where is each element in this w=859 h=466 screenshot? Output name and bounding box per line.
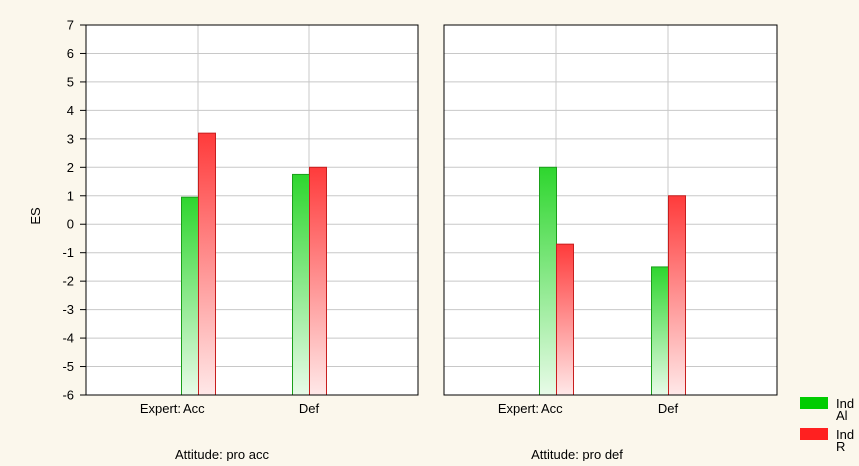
bar-series-2-acc xyxy=(198,132,216,396)
bar-series-1-def xyxy=(651,266,669,396)
x-tick-label: Acc xyxy=(183,401,205,416)
legend-label: Al xyxy=(836,408,848,423)
y-tick-label: -4 xyxy=(62,331,74,346)
panel-label: Attitude: pro def xyxy=(531,447,623,461)
y-tick-label: 2 xyxy=(67,160,74,175)
x-tick-label: Def xyxy=(299,401,320,416)
y-tick-label: 4 xyxy=(67,103,74,118)
bar-series-2-def xyxy=(668,195,686,396)
plot-frame xyxy=(443,24,778,396)
y-tick-label: -2 xyxy=(62,274,74,289)
legend-label: R xyxy=(836,439,845,454)
legend-label: Ind xyxy=(836,396,854,411)
y-tick-label: 1 xyxy=(67,188,74,203)
panel-label: Attitude: pro acc xyxy=(175,447,269,461)
x-group-prefix-label: Expert: xyxy=(140,401,181,416)
x-group-prefix-label: Expert: xyxy=(498,401,539,416)
plot-frame xyxy=(85,24,419,396)
legend-label: Ind xyxy=(836,427,854,442)
y-tick-label: 3 xyxy=(67,131,74,146)
y-tick-label: -5 xyxy=(62,359,74,374)
bar-series-1-acc xyxy=(539,166,557,396)
bar-series-1-acc xyxy=(181,196,199,396)
y-tick-label: 0 xyxy=(67,217,74,232)
y-tick-label: -6 xyxy=(62,388,74,403)
y-tick-label: -1 xyxy=(62,245,74,260)
y-tick-label: 5 xyxy=(67,74,74,89)
bar-series-2-acc xyxy=(556,243,574,396)
legend-swatch xyxy=(800,397,828,409)
bar-series-1-def xyxy=(292,173,310,396)
bar-series-2-def xyxy=(309,166,327,396)
plot-area xyxy=(444,25,777,395)
y-tick-label: 7 xyxy=(67,18,74,33)
x-tick-label: Def xyxy=(658,401,679,416)
legend-swatch xyxy=(800,428,828,440)
plot-area xyxy=(86,25,418,395)
y-tick-label: -3 xyxy=(62,302,74,317)
y-axis-label: ES xyxy=(28,207,43,225)
y-tick-label: 6 xyxy=(67,46,74,61)
x-tick-label: Acc xyxy=(541,401,563,416)
